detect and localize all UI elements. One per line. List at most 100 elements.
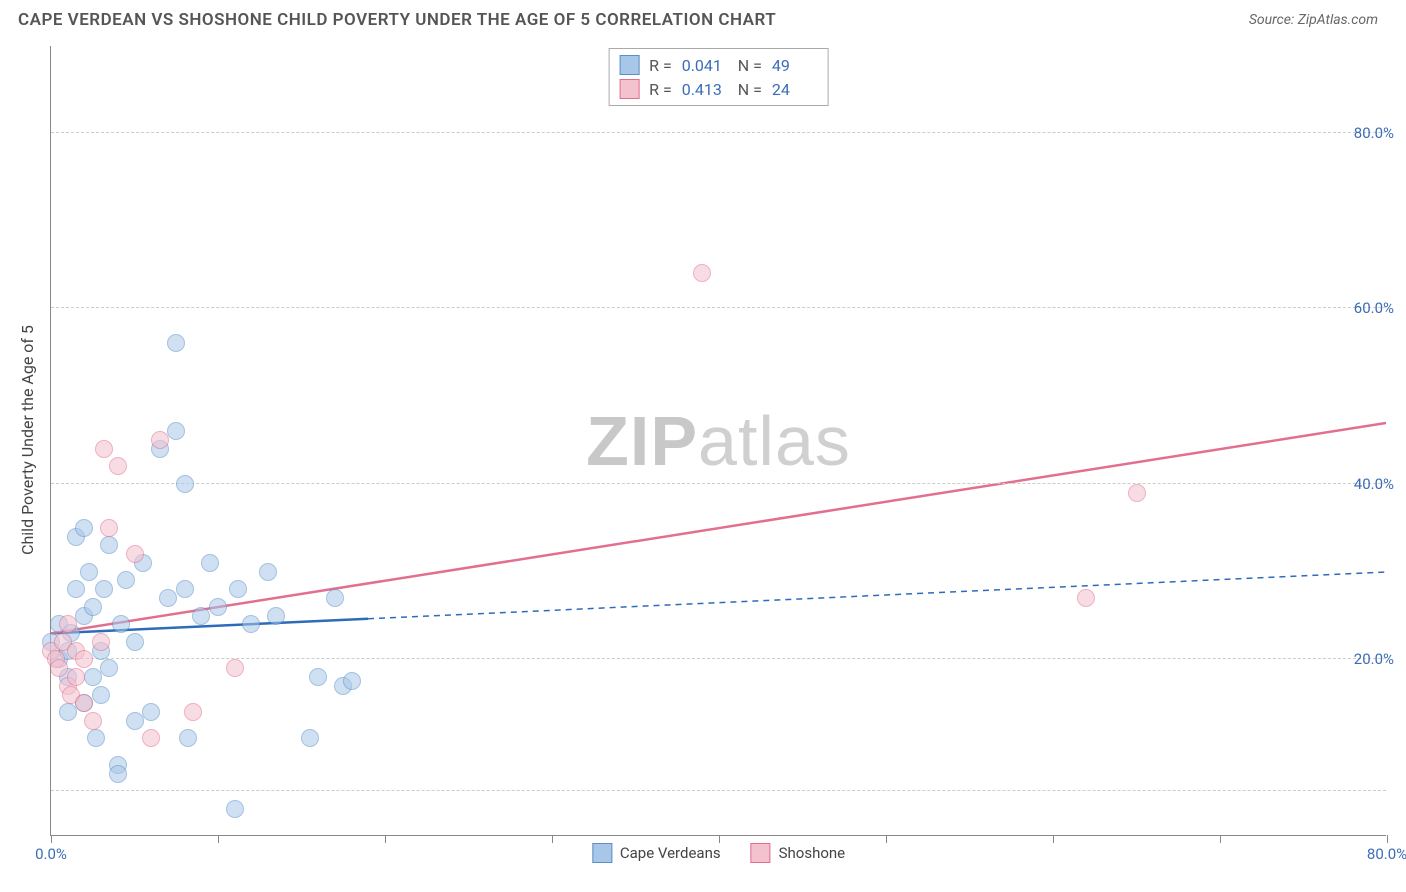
scatter-point [184,703,202,721]
legend-item: Cape Verdeans [592,843,721,863]
scatter-point [142,729,160,747]
scatter-point [84,598,102,616]
series-legend: Cape Verdeans Shoshone [592,843,845,863]
series-swatch [619,79,639,99]
scatter-point [87,729,105,747]
scatter-point [176,475,194,493]
watermark-bold: ZIP [586,402,698,480]
x-tick [1053,835,1054,843]
scatter-point [201,554,219,572]
scatter-point [693,264,711,282]
scatter-point [267,607,285,625]
scatter-point [167,422,185,440]
y-tick-label: 60.0% [1346,299,1394,317]
scatter-point [1128,484,1146,502]
scatter-point [84,668,102,686]
stats-row: R = 0.041 N = 49 [619,53,818,77]
legend-label: Cape Verdeans [620,844,721,862]
scatter-point [59,703,77,721]
scatter-point [176,580,194,598]
scatter-point [226,659,244,677]
x-tick-label: 0.0% [35,845,67,863]
scatter-point [142,703,160,721]
source-value: ZipAtlas.com [1298,12,1378,28]
scatter-point [92,686,110,704]
scatter-point [112,615,130,633]
scatter-point [75,694,93,712]
scatter-point [95,580,113,598]
series-swatch [619,55,639,75]
x-tick [1387,835,1388,843]
scatter-point [1077,589,1095,607]
y-tick-label: 80.0% [1346,124,1394,142]
gridline-h [51,790,1386,791]
scatter-point [67,668,85,686]
stats-row: R = 0.413 N = 24 [619,77,818,101]
stat-r-value: 0.413 [682,80,728,99]
x-tick [719,835,720,843]
scatter-point [75,650,93,668]
y-tick-label: 20.0% [1346,650,1394,668]
scatter-point [50,659,68,677]
scatter-point [343,672,361,690]
stat-n-value: 49 [772,56,818,75]
scatter-point [92,633,110,651]
x-tick-label: 80.0% [1367,845,1406,863]
legend-swatch [592,843,612,863]
scatter-point [259,563,277,581]
x-tick [218,835,219,843]
gridline-h [51,483,1386,484]
stat-n-label: N = [738,80,762,99]
correlation-stats-box: R = 0.041 N = 49 R = 0.413 N = 24 [608,48,829,106]
scatter-point [229,580,247,598]
x-tick [886,835,887,843]
scatter-point [67,580,85,598]
scatter-point [75,519,93,537]
scatter-point [100,659,118,677]
scatter-point [109,457,127,475]
scatter-point [326,589,344,607]
scatter-point [109,765,127,783]
stat-n-value: 24 [772,80,818,99]
scatter-point [84,712,102,730]
x-tick [51,835,52,843]
y-tick-label: 40.0% [1346,475,1394,493]
scatter-chart: ZIPatlas R =0.041N =49R =0.413N =24 Cape… [50,46,1386,836]
scatter-point [80,563,98,581]
legend-swatch [751,843,771,863]
x-tick [1220,835,1221,843]
scatter-point [100,536,118,554]
watermark-light: atlas [698,402,851,480]
scatter-point [309,668,327,686]
source-attribution: Source: ZipAtlas.com [1249,12,1378,28]
scatter-point [209,598,227,616]
scatter-point [192,607,210,625]
watermark: ZIPatlas [586,401,851,481]
scatter-point [179,729,197,747]
legend-item: Shoshone [751,843,846,863]
stat-r-label: R = [649,56,672,75]
scatter-point [242,615,260,633]
y-axis-title: Child Poverty Under the Age of 5 [18,325,37,555]
scatter-point [151,431,169,449]
scatter-point [100,519,118,537]
x-tick [385,835,386,843]
chart-header: CAPE VERDEAN VS SHOSHONE CHILD POVERTY U… [0,0,1406,36]
gridline-h [51,658,1386,659]
stat-n-label: N = [738,56,762,75]
scatter-point [59,615,77,633]
trendlines-svg [51,46,1386,835]
stat-r-value: 0.041 [682,56,728,75]
gridline-h [51,132,1386,133]
x-tick [552,835,553,843]
scatter-point [226,800,244,818]
scatter-point [95,440,113,458]
scatter-point [126,633,144,651]
source-label: Source: [1249,12,1298,28]
gridline-h [51,307,1386,308]
legend-label: Shoshone [779,844,846,862]
scatter-point [159,589,177,607]
stat-r-label: R = [649,80,672,99]
scatter-point [126,712,144,730]
scatter-point [117,571,135,589]
